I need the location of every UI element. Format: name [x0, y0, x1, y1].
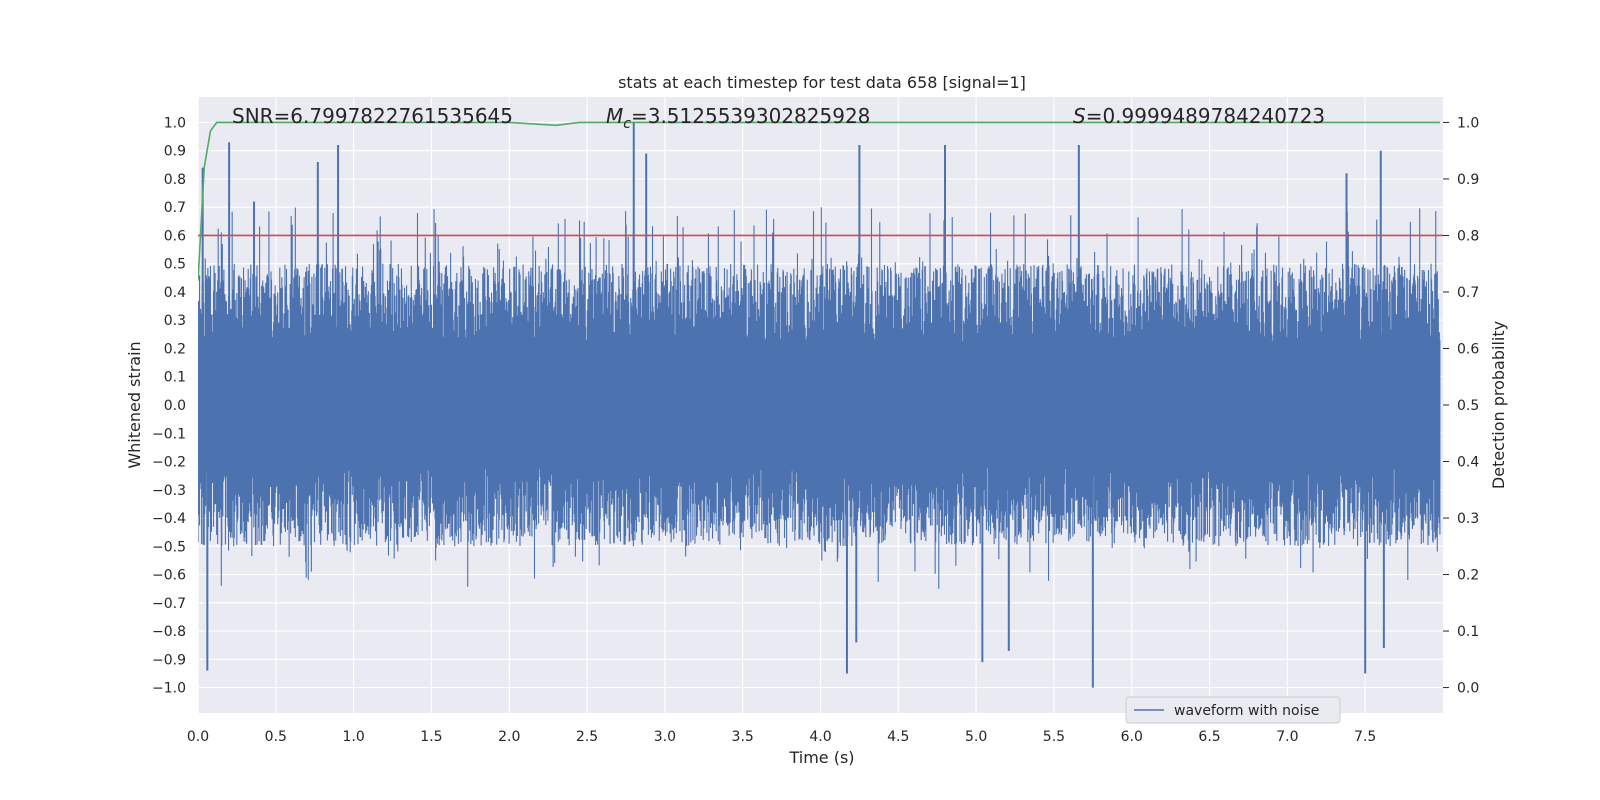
y-right-tick-label: 0.0 — [1457, 681, 1479, 697]
y-right-tick-label: 1.0 — [1457, 115, 1479, 131]
y-left-tick-label: 0.0 — [164, 398, 186, 414]
x-tick-label: 0.0 — [187, 729, 209, 745]
y-left-tick-label: 0.1 — [164, 370, 186, 386]
y-right-tick-labels: 1.0 0.9 0.8 0.7 0.6 0.5 0.4 0.3 0.2 0.1 0.0 — [1443, 115, 1479, 697]
x-tick-label: 7.5 — [1354, 729, 1376, 745]
x-tick-label: 3.5 — [732, 729, 754, 745]
snr-annotation: SNR=6.7997822761535645 — [232, 104, 513, 128]
y-left-tick-labels: 1.0 0.9 0.8 0.7 0.6 0.5 0.4 0.3 0.2 0.1 0.0 −0.1 −0.… — [152, 115, 186, 696]
legend-box — [1125, 696, 1341, 724]
y-left-tick-label: −1.0 — [152, 681, 186, 697]
y-left-tick-label: 0.4 — [164, 285, 186, 301]
x-tick-label: 4.5 — [887, 729, 909, 745]
detection-probability-line — [198, 121, 1440, 281]
y-left-tick-label: 0.3 — [164, 313, 186, 329]
y-left-tick-label: −0.8 — [152, 624, 186, 640]
x-tick-label: 1.0 — [342, 729, 364, 745]
x-tick-label: 3.0 — [654, 729, 676, 745]
s-annotation: S=0.9999489784240723 — [1073, 104, 1325, 128]
x-tick-label: 5.5 — [1043, 729, 1065, 745]
y-left-tick-label: −0.3 — [152, 483, 186, 499]
y-left-tick-label: −0.5 — [152, 539, 186, 555]
y-right-tick-label: 0.3 — [1457, 511, 1479, 527]
x-tick-label: 4.0 — [809, 729, 831, 745]
x-tick-label: 6.5 — [1198, 729, 1220, 745]
y-left-tick-label: −0.4 — [152, 511, 186, 527]
x-tick-labels: 0.0 0.5 1.0 1.5 2.0 2.5 3.0 3.5 4.0 4.5 5.0 5.5 6.0 6… — [187, 729, 1376, 745]
y-left-tick-label: 1.0 — [164, 115, 186, 131]
y-right-axis-label: Detection probability — [1489, 321, 1508, 489]
y-left-tick-label: −0.6 — [152, 568, 186, 584]
legend-waveform-label: waveform with noise — [1174, 703, 1319, 719]
y-right-tick-label: 0.9 — [1457, 172, 1479, 188]
x-tick-label: 5.0 — [965, 729, 987, 745]
x-tick-label: 2.0 — [498, 729, 520, 745]
y-left-axis-label: Whitened strain — [125, 341, 144, 468]
mc-annotation: Mc=3.5125539302825928 — [606, 104, 870, 132]
chart-title: stats at each timestep for test data 658… — [618, 73, 1026, 92]
y-right-tick-label: 0.8 — [1457, 228, 1479, 244]
y-right-tick-label: 0.5 — [1457, 398, 1479, 414]
waveform-series — [198, 122, 1441, 688]
y-left-tick-label: −0.2 — [152, 455, 186, 471]
mc-value: =3.5125539302825928 — [631, 104, 870, 128]
y-right-tick-label: 0.2 — [1457, 568, 1479, 584]
y-right-tick-label: 0.1 — [1457, 624, 1479, 640]
x-tick-label: 6.0 — [1121, 729, 1143, 745]
y-left-tick-label: 0.9 — [164, 144, 186, 160]
y-right-tick-label: 0.6 — [1457, 341, 1479, 357]
y-left-tick-label: 0.8 — [164, 172, 186, 188]
x-tick-label: 7.0 — [1276, 729, 1298, 745]
x-tick-label: 1.5 — [420, 729, 442, 745]
y-left-tick-label: 0.5 — [164, 257, 186, 273]
legend: waveform with noise — [1125, 696, 1341, 724]
mc-subscript: c — [623, 116, 631, 132]
mc-symbol: M — [606, 104, 623, 128]
x-axis-label: Time (s) — [788, 748, 854, 767]
y-left-tick-label: 0.6 — [164, 228, 186, 244]
x-tick-label: 0.5 — [265, 729, 287, 745]
y-left-tick-label: 0.7 — [164, 200, 186, 216]
y-left-tick-label: −0.1 — [152, 426, 186, 442]
y-left-tick-label: −0.7 — [152, 596, 186, 612]
x-tick-label: 2.5 — [576, 729, 598, 745]
y-right-tick-label: 0.7 — [1457, 285, 1479, 301]
y-left-tick-label: −0.9 — [152, 652, 186, 668]
waveform-core-band — [198, 348, 1440, 462]
s-symbol: S — [1073, 104, 1086, 128]
y-left-tick-label: 0.2 — [164, 341, 186, 357]
y-right-tick-label: 0.4 — [1457, 455, 1479, 471]
s-value: =0.9999489784240723 — [1086, 104, 1325, 128]
